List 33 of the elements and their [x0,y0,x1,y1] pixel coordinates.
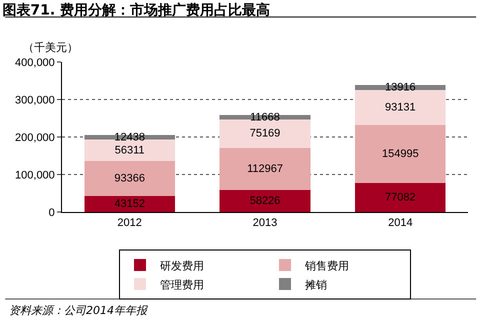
data-label: 77082 [385,192,416,204]
data-label: 93366 [114,172,145,184]
bar [355,90,446,125]
data-label: 75169 [250,128,280,140]
y-tick-label: 300,000 [15,94,55,106]
legend-label: 摊销 [305,278,327,292]
y-axis-title: （千美元） [23,41,78,54]
data-label: 93131 [385,102,416,114]
x-tick-label: 2014 [388,217,413,230]
bar [220,190,310,212]
data-label: 56311 [114,144,145,156]
data-label: 58226 [250,195,280,208]
legend-label: 研发费用 [160,259,204,272]
bar [84,160,175,196]
y-tick-label: 200,000 [15,132,55,144]
bar [220,120,310,148]
legend-label: 管理费用 [160,278,204,292]
data-label: 154995 [382,148,419,160]
data-label: 112967 [247,162,283,175]
y-tick-label: 400,000 [15,56,55,69]
bar [220,148,310,190]
bar [355,124,446,184]
x-tick-label: 2012 [117,217,142,230]
y-tick-label: 100,000 [15,169,55,182]
bar [355,183,446,212]
text: 资料来源：公司2014年年报 [9,304,148,317]
chart-title: 图表71. 费用分解：市场推广费用占比最高 [2,2,270,19]
bar [84,140,175,161]
y-tick-label: 0 [48,206,55,219]
data-label: 43152 [114,198,145,210]
legend-label: 销售费用 [304,259,349,272]
x-tick-label: 2013 [252,217,278,230]
bar [84,196,175,212]
